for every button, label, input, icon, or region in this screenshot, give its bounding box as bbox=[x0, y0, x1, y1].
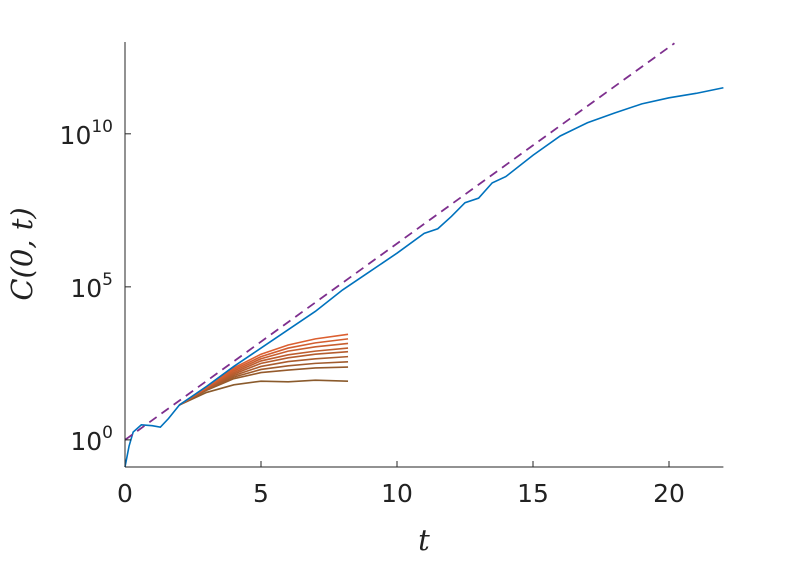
y-tick-base: 10 bbox=[60, 121, 92, 150]
series-line bbox=[179, 379, 349, 406]
series-line bbox=[124, 42, 675, 441]
y-tick-base: 10 bbox=[70, 274, 102, 303]
x-tick-label: 0 bbox=[117, 479, 133, 508]
y-tick-exponent: 5 bbox=[102, 270, 113, 290]
series-line bbox=[124, 86, 724, 468]
x-tick-label: 5 bbox=[253, 479, 269, 508]
y-tick-exponent: 0 bbox=[102, 423, 113, 443]
y-tick-label: 100 bbox=[70, 423, 113, 456]
x-tick-label: 20 bbox=[653, 479, 685, 508]
y-axis-title: C(0, t) bbox=[5, 207, 39, 300]
series-line bbox=[179, 366, 349, 406]
x-axis-title: t bbox=[418, 523, 430, 557]
y-tick-base: 10 bbox=[70, 427, 102, 456]
x-tick-label: 10 bbox=[381, 479, 413, 508]
y-tick-label: 1010 bbox=[60, 117, 113, 150]
x-tick-label: 15 bbox=[517, 479, 549, 508]
y-tick-label: 105 bbox=[70, 270, 113, 303]
y-tick-exponent: 10 bbox=[91, 117, 113, 137]
